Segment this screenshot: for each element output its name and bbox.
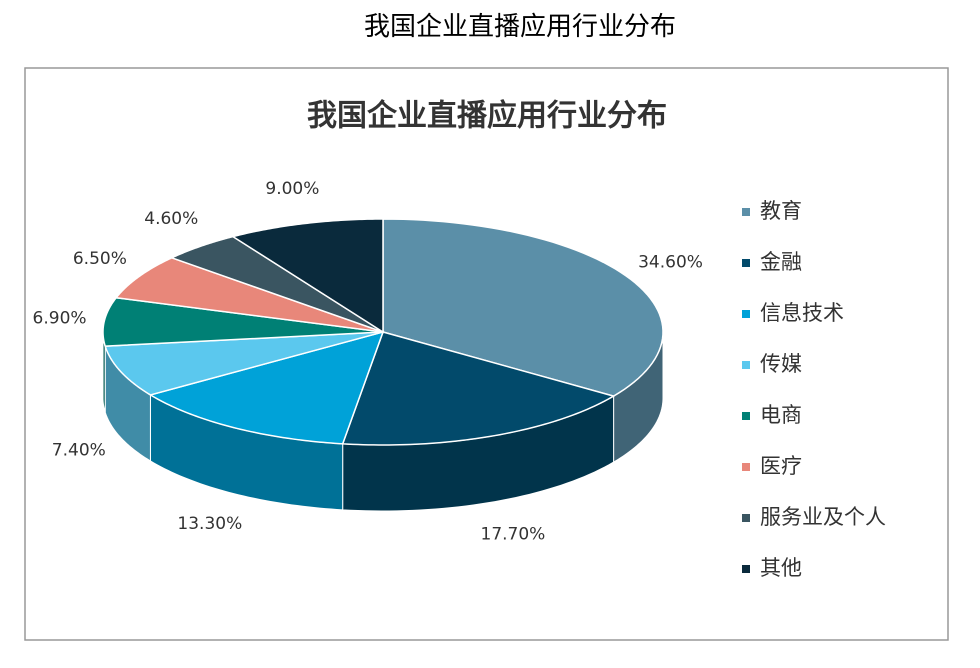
legend-label: 医疗 [760, 454, 802, 478]
slice [148, 330, 385, 445]
data-label: 17.70% [481, 525, 546, 545]
legend-swatch [742, 259, 750, 267]
pie: 34.60% 17.70% 13.30% 7.40% 6.90% 6.50% 4.60% 9.… [33, 179, 703, 545]
legend-swatch [742, 514, 750, 522]
page-title: 我国企业直播应用行业分布 [364, 12, 676, 42]
data-label: 13.30% [177, 514, 242, 534]
data-label: 6.50% [73, 249, 127, 269]
legend-label: 传媒 [760, 352, 802, 376]
legend-label: 金融 [760, 250, 802, 274]
legend-label: 信息技术 [760, 301, 844, 325]
legend-label: 其他 [760, 556, 802, 580]
slice [102, 296, 384, 347]
data-label: 6.90% [33, 308, 87, 328]
data-label: 7.40% [52, 440, 106, 460]
slice [341, 331, 616, 446]
legend-swatch [742, 565, 750, 573]
data-label: 4.60% [144, 209, 198, 229]
legend-swatch [742, 412, 750, 420]
slice [169, 235, 384, 333]
legend-swatch [742, 208, 750, 216]
legend-label: 电商 [760, 403, 802, 427]
legend-swatch [742, 463, 750, 471]
data-label: 9.00% [265, 179, 319, 199]
legend-swatch [742, 361, 750, 369]
legend-swatch [742, 310, 750, 318]
data-label: 34.60% [638, 253, 703, 273]
chart-title: 我国企业直播应用行业分布 [307, 99, 667, 134]
legend-label: 服务业及个人 [760, 505, 886, 529]
slice [104, 331, 384, 396]
legend-label: 教育 [760, 199, 802, 223]
slice [382, 218, 664, 397]
slice [231, 218, 384, 334]
slice [114, 256, 384, 333]
